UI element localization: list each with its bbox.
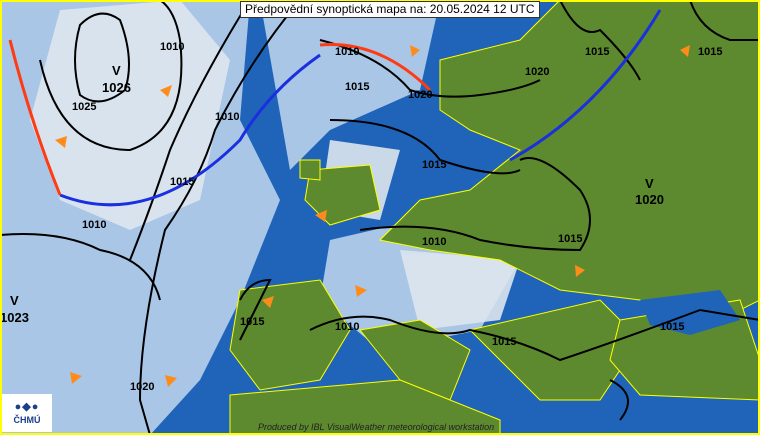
svg-text:V: V xyxy=(112,63,121,78)
svg-text:1015: 1015 xyxy=(345,81,369,93)
svg-text:1015: 1015 xyxy=(240,316,264,328)
isobar-labels: 1025 1010 1010 1015 1010 1015 1020 1015 … xyxy=(72,41,722,393)
svg-text:1020: 1020 xyxy=(130,381,154,393)
svg-text:1025: 1025 xyxy=(72,101,96,113)
svg-text:1015: 1015 xyxy=(558,233,582,245)
svg-text:1010: 1010 xyxy=(335,46,359,58)
svg-text:1020: 1020 xyxy=(525,66,549,78)
svg-text:1010: 1010 xyxy=(335,321,359,333)
svg-text:1010: 1010 xyxy=(215,111,239,123)
wind-arrows xyxy=(55,45,690,387)
svg-text:1015: 1015 xyxy=(492,336,516,348)
pressure-centers: V 1026 V 1023 V 1020 xyxy=(0,63,664,325)
warm-front xyxy=(8,39,432,196)
svg-text:1015: 1015 xyxy=(585,46,609,58)
map-title: Předpovědní synoptická mapa na: 20.05.20… xyxy=(240,1,540,18)
svg-text:1023: 1023 xyxy=(0,310,29,325)
svg-text:1015: 1015 xyxy=(660,321,684,333)
svg-text:1026: 1026 xyxy=(102,80,131,95)
svg-text:1010: 1010 xyxy=(160,41,184,53)
credit-text: Produced by IBL VisualWeather meteorolog… xyxy=(258,422,495,432)
svg-text:V: V xyxy=(10,293,19,308)
logo-text: ČHMÚ xyxy=(13,415,41,425)
svg-text:1020: 1020 xyxy=(635,192,664,207)
svg-text:1015: 1015 xyxy=(170,176,194,188)
svg-text:1015: 1015 xyxy=(422,159,446,171)
svg-text:1010: 1010 xyxy=(82,219,106,231)
chmu-logo: ●◆● ČHMÚ xyxy=(2,394,52,432)
cold-front xyxy=(59,9,662,207)
logo-symbol: ●◆● xyxy=(14,401,40,413)
svg-text:V: V xyxy=(645,176,654,191)
svg-text:1020: 1020 xyxy=(408,89,432,101)
svg-text:1015: 1015 xyxy=(698,46,722,58)
svg-text:1010: 1010 xyxy=(422,236,446,248)
